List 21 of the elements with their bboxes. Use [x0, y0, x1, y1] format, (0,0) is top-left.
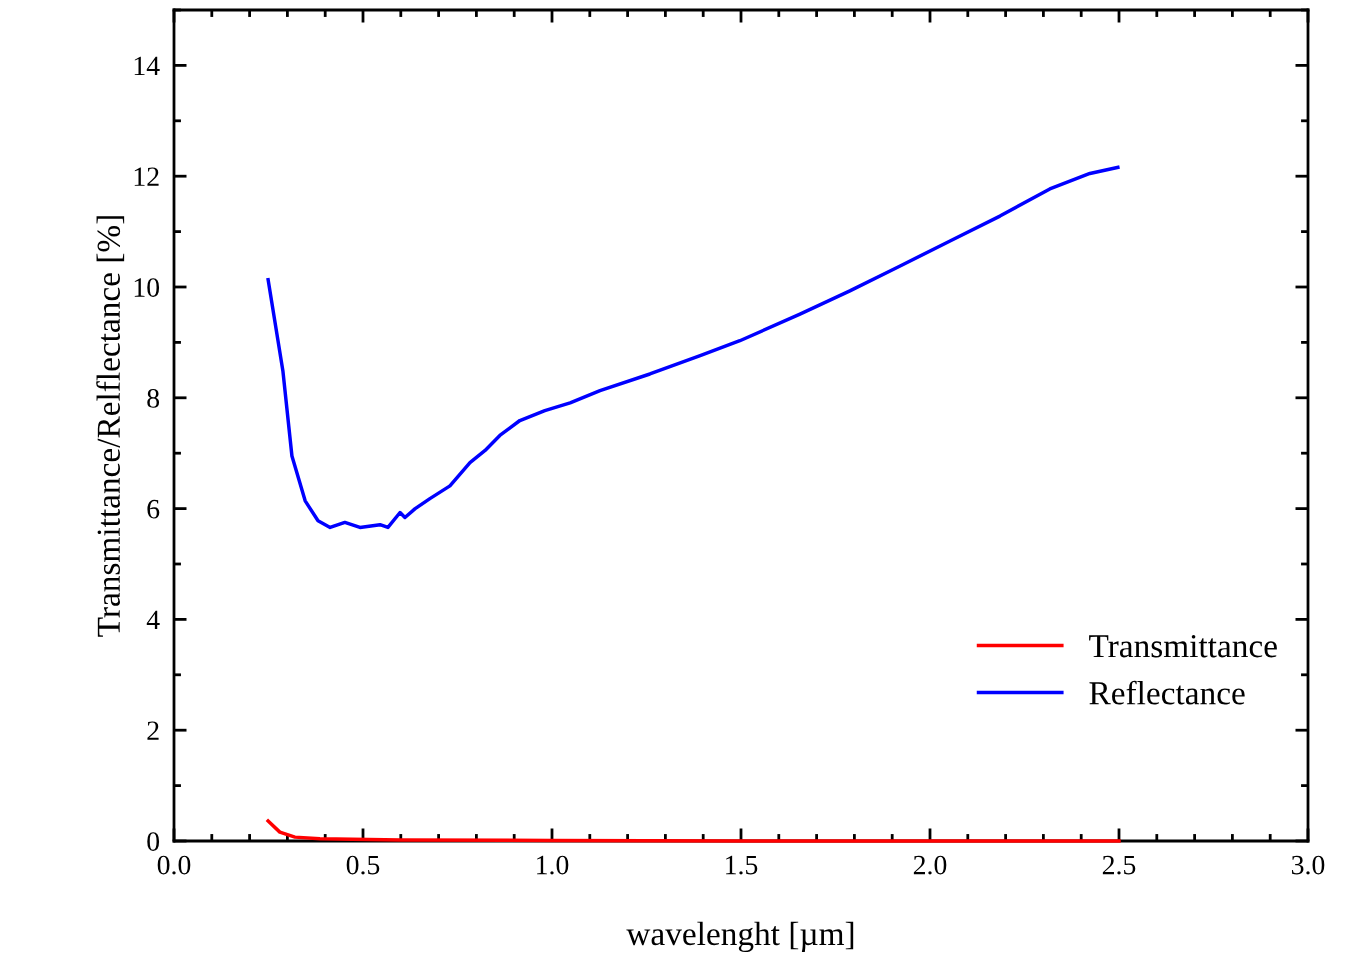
- y-tick-label: 4: [146, 610, 160, 630]
- x-tick-label: 0.0: [157, 855, 191, 875]
- x-tick-label: 3.0: [1291, 855, 1325, 875]
- y-tick-label: 14: [134, 56, 160, 76]
- x-axis-title: wavelenght [µm]: [626, 921, 854, 953]
- y-tick-label: 10: [134, 278, 160, 297]
- x-tick-label: 2.0: [913, 855, 947, 875]
- y-axis-title: Transmittance/Relflectance [%]: [96, 216, 125, 637]
- x-tick-label: 1.5: [726, 855, 758, 875]
- x-tick-label: 2.5: [1102, 855, 1136, 875]
- legend-label: Transmittance: [1089, 635, 1277, 658]
- x-tick-label: 0.5: [346, 855, 380, 875]
- y-tick-label: 12: [134, 167, 159, 186]
- legend-label: Reflectance: [1089, 680, 1245, 705]
- line-series: [266, 165, 1120, 530]
- line-series: [266, 819, 1121, 843]
- y-tick-label: 6: [147, 499, 160, 519]
- x-tick-label: 1.0: [537, 855, 569, 875]
- y-tick-label: 2: [147, 721, 159, 740]
- y-tick-label: 8: [147, 388, 160, 408]
- y-tick-label: 0: [147, 832, 160, 851]
